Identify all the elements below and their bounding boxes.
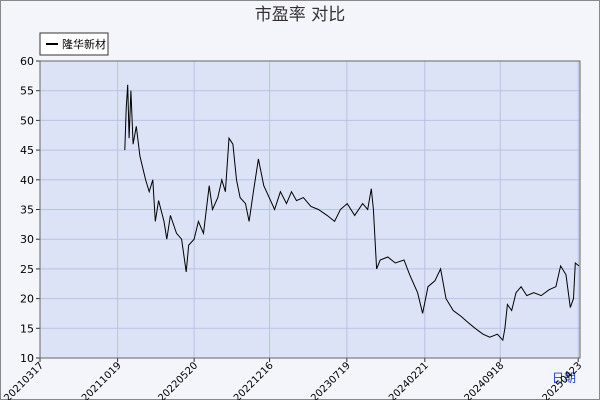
y-tick-label: 25 [20,263,34,276]
series-line [124,84,580,342]
chart-title: 市盈率 对比 [255,5,345,25]
axis-box [39,60,581,359]
y-tick-label: 40 [20,174,34,187]
legend-box [39,32,109,56]
y-tick-label: 50 [20,114,34,127]
legend-label: 隆华新材 [62,37,106,51]
y-tick-label: 45 [20,144,34,157]
y-tick-label: 30 [20,233,34,246]
y-tick-label: 15 [20,322,34,335]
y-tick-label: 35 [20,204,34,217]
y-tick-label: 60 [20,55,34,68]
x-axis-label: 日期 [552,371,576,385]
y-tick-label: 20 [20,293,34,306]
y-tick-label: 10 [20,352,34,365]
y-tick-label: 55 [20,85,34,98]
